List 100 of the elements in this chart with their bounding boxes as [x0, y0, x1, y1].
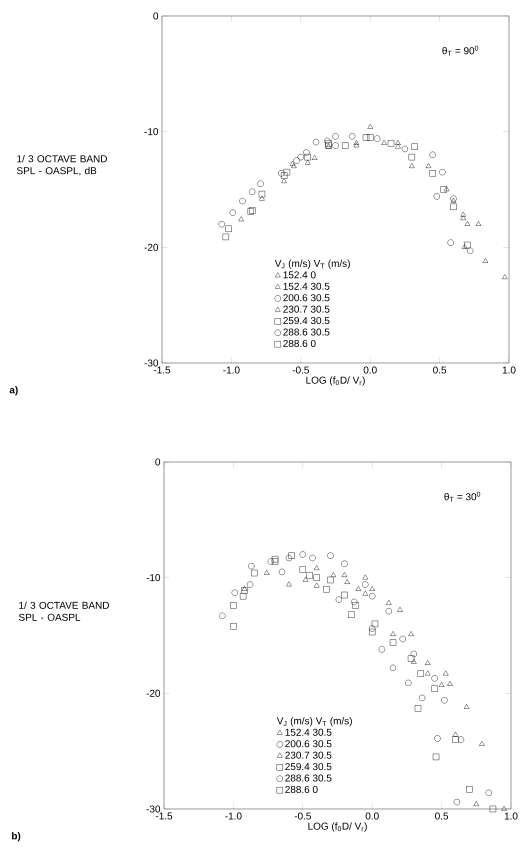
point	[257, 180, 264, 187]
point	[313, 574, 320, 581]
legend-label: 152.4 30.5	[286, 728, 332, 736]
point	[431, 675, 438, 682]
point	[303, 149, 310, 156]
x-axis-title: LOG (f$_{0}$D/ V$_{r}$)	[306, 376, 365, 386]
point	[280, 172, 288, 179]
point	[342, 572, 348, 578]
point	[268, 558, 274, 565]
x-tick-label: -1.0	[225, 812, 242, 820]
x-tick-label: 0.0	[364, 366, 377, 374]
point	[395, 140, 401, 145]
legend-label: 259.4 30.5	[283, 317, 330, 324]
point	[290, 160, 296, 166]
point	[251, 570, 258, 576]
point	[440, 186, 447, 193]
legend-label: 288.6 0	[283, 340, 316, 347]
point	[258, 190, 266, 198]
point	[464, 704, 470, 709]
point	[218, 220, 225, 228]
legend-label: 152.4 0	[284, 271, 316, 278]
point	[354, 140, 360, 145]
point	[395, 143, 401, 148]
point	[298, 154, 304, 160]
x-tick-label: -0.5	[294, 812, 311, 820]
point	[239, 198, 246, 204]
annotation: θ$_{T}$ = 90$^{0}$	[442, 46, 478, 56]
point	[309, 554, 316, 562]
point	[482, 258, 488, 263]
point	[502, 274, 508, 280]
point	[332, 142, 339, 149]
x-tick-label: 0.5	[435, 812, 448, 820]
point	[442, 670, 449, 676]
point	[374, 135, 380, 142]
point	[424, 660, 431, 665]
point	[476, 220, 482, 226]
legend-label: 230.7 30.5	[283, 306, 330, 313]
point	[281, 178, 287, 184]
y-tick-label: -20	[146, 690, 160, 697]
y-tick-label: -30	[144, 359, 158, 367]
point	[479, 741, 485, 746]
text: a)	[10, 386, 18, 396]
point	[291, 163, 297, 168]
point	[362, 581, 368, 588]
y-axis-title: 1/ 3 OCTAVE BAND SPL - OASPL	[18, 602, 109, 621]
point	[230, 209, 236, 216]
point	[314, 565, 320, 570]
point	[332, 133, 339, 140]
point	[418, 694, 426, 702]
x-tick-label: -1.5	[154, 366, 170, 374]
text: b)	[12, 832, 20, 842]
point	[327, 552, 334, 559]
point	[304, 160, 311, 165]
point	[458, 736, 464, 743]
point	[362, 590, 368, 596]
point	[238, 216, 244, 222]
point	[466, 248, 474, 254]
point	[222, 234, 230, 240]
point	[408, 154, 416, 160]
point	[434, 735, 441, 742]
legend-label: 288.6 30.5	[285, 774, 332, 782]
point	[402, 146, 408, 152]
x-tick-label: -0.5	[292, 366, 309, 374]
point	[429, 152, 436, 158]
point	[306, 572, 313, 579]
point	[501, 806, 507, 811]
point	[219, 612, 226, 620]
point	[327, 576, 334, 584]
point	[225, 226, 232, 232]
legend-label: 230.7 30.5	[285, 752, 332, 759]
point	[264, 570, 270, 575]
x-tick-label: 0.0	[366, 812, 379, 820]
point	[304, 154, 311, 160]
point	[344, 579, 350, 584]
point	[356, 586, 362, 591]
point	[300, 566, 306, 573]
point	[369, 592, 376, 600]
annotation: θ$_{T}$ = 30$^{0}$	[444, 492, 480, 502]
point	[369, 628, 376, 636]
point	[408, 631, 414, 636]
point	[381, 140, 387, 145]
point	[230, 623, 237, 630]
point	[462, 244, 468, 250]
point	[342, 142, 348, 149]
point	[278, 568, 286, 576]
point	[325, 140, 332, 146]
y-tick-label: -10	[146, 574, 160, 582]
point	[312, 155, 318, 160]
point	[230, 602, 237, 609]
point	[312, 138, 320, 146]
y-tick-label: 0	[155, 458, 160, 466]
point	[348, 611, 355, 618]
point	[397, 606, 403, 612]
point	[372, 620, 378, 628]
point	[464, 242, 471, 248]
x-axis-title: LOG (f$_{0}$D/ V$_{r}$)	[308, 822, 367, 832]
point	[362, 134, 370, 141]
point	[431, 686, 438, 692]
point	[288, 552, 295, 559]
point	[434, 193, 440, 200]
